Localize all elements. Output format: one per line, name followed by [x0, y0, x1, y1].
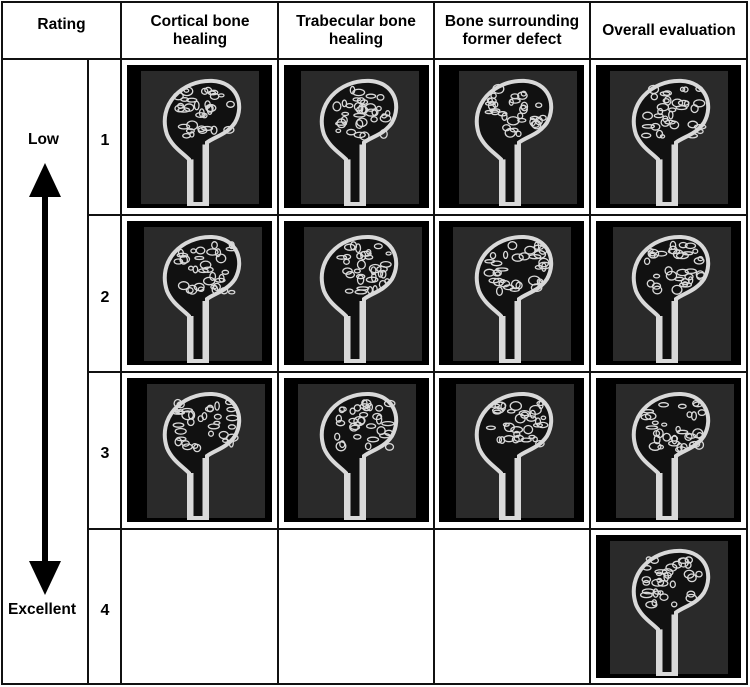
ct-image-overall-1: [596, 65, 741, 208]
femur-ct-slice: [613, 227, 731, 363]
ct-image-trabecular-3: [284, 378, 429, 522]
femur-ct-slice: [144, 227, 262, 363]
femur-ct-slice: [610, 540, 728, 677]
femur-ct-slice: [301, 70, 419, 207]
femur-ct-slice: [610, 70, 728, 207]
rating-number-4: 4: [100, 602, 110, 619]
femur-ct-slice: [453, 227, 571, 363]
femur-ct-slice: [141, 70, 259, 207]
femur-ct-slice: [147, 384, 265, 520]
rating-number-2: 2: [100, 289, 110, 306]
ct-image-overall-4: [596, 535, 741, 678]
femur-ct-slice: [459, 70, 577, 207]
ct-image-trabecular-1: [284, 65, 429, 208]
femur-ct-slice: [298, 384, 416, 520]
ct-image-trabecular-2: [284, 221, 429, 365]
header-surrounding: Bone surrounding former defect: [444, 12, 580, 48]
ct-image-cortical-2: [127, 221, 272, 365]
ct-image-surrounding-2: [439, 221, 584, 365]
ct-image-cortical-1: [127, 65, 272, 208]
ct-image-overall-2: [596, 221, 741, 365]
rating-number-3: 3: [100, 445, 110, 462]
header-cortical: Cortical bone healing: [150, 12, 250, 48]
scale-excellent-label: Excellent: [8, 601, 77, 618]
femur-ct-slice: [304, 227, 422, 363]
femur-ct-slice: [616, 384, 734, 520]
header-overall: Overall evaluation: [602, 21, 736, 39]
double-arrow-icon: [29, 163, 61, 595]
femur-ct-slice: [456, 384, 574, 520]
ct-image-cortical-3: [127, 378, 272, 522]
header-trabecular: Trabecular bone healing: [296, 12, 416, 48]
rating-number-1: 1: [100, 132, 110, 149]
ct-image-surrounding-3: [439, 378, 584, 522]
scale-low-label: Low: [28, 131, 59, 148]
ct-image-overall-3: [596, 378, 741, 522]
header-rating: Rating: [37, 16, 86, 33]
ct-image-surrounding-1: [439, 65, 584, 208]
